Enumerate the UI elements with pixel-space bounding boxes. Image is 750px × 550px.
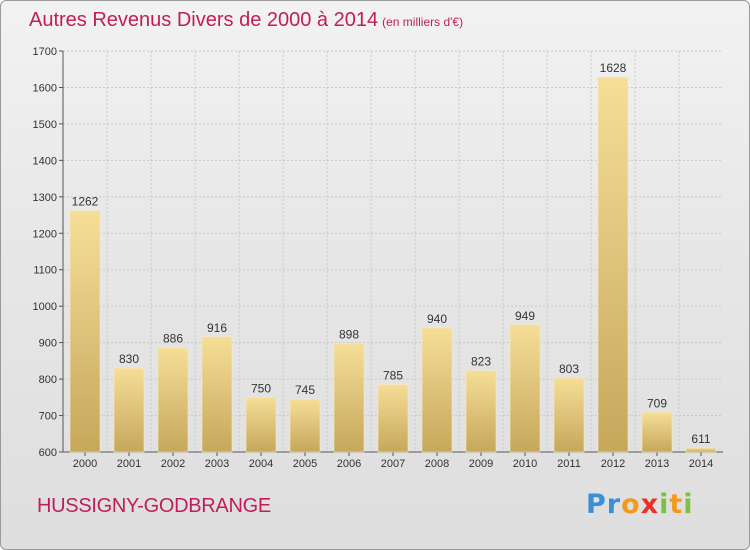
bar: [553, 377, 585, 453]
data-labels: 1262 830 886 916 750 745 898 785 940 823 949 803 162…: [72, 61, 711, 446]
x-tick-label: 2000: [73, 458, 97, 470]
bar: [201, 336, 233, 453]
data-label: 940: [427, 312, 447, 326]
y-tick-label: 1200: [33, 228, 57, 240]
logo-letter: i: [659, 489, 670, 520]
y-tick-label: 1700: [33, 46, 57, 58]
x-tick-label: 2003: [205, 458, 229, 470]
bars: [69, 76, 717, 453]
data-label: 1262: [72, 195, 99, 209]
y-tick-label: 1100: [33, 265, 57, 277]
x-tick-label: 2002: [161, 458, 185, 470]
logo-letter: o: [621, 489, 641, 520]
y-tick-label: 1600: [33, 82, 57, 94]
y-tick-label: 1300: [33, 192, 57, 204]
data-label: 823: [471, 355, 491, 369]
data-label: 709: [647, 396, 667, 410]
x-tick-label: 2011: [557, 458, 581, 470]
logo-letter: P: [586, 489, 607, 520]
y-tick-label: 900: [39, 338, 57, 350]
data-label: 949: [515, 309, 535, 323]
bar: [377, 384, 409, 453]
chart-title: Autres Revenus Divers de 2000 à 2014 (en …: [29, 9, 463, 32]
x-tick-label: 2007: [381, 458, 405, 470]
logo-letter: x: [640, 489, 660, 520]
bar: [113, 367, 145, 453]
y-tick-label: 1500: [33, 119, 57, 131]
bar: [421, 327, 453, 453]
grid-lines: [63, 50, 723, 452]
x-tick-label: 2010: [513, 458, 537, 470]
bar: [69, 210, 101, 453]
y-tick-label: 1000: [33, 301, 57, 313]
bar: [333, 343, 365, 453]
data-label: 1628: [600, 61, 627, 75]
x-tick-label: 2009: [469, 458, 493, 470]
x-tick-label: 2004: [249, 458, 273, 470]
y-tick-label: 700: [39, 411, 57, 423]
x-tick-label: 2012: [601, 458, 625, 470]
x-tick-label: 2014: [689, 458, 713, 470]
x-tick-label: 2006: [337, 458, 361, 470]
x-tick-label: 2005: [293, 458, 317, 470]
bar: [465, 370, 497, 453]
proxiti-logo: Proxiti: [586, 489, 694, 520]
x-tick-label: 2008: [425, 458, 449, 470]
data-label: 886: [163, 332, 183, 346]
logo-letter: r: [606, 489, 622, 520]
chart-subtitle: (en milliers d'€): [382, 15, 464, 29]
chart-title-main: Autres Revenus Divers de 2000 à 2014: [29, 9, 379, 31]
bar: [597, 76, 629, 453]
logo-letter: t: [669, 489, 684, 520]
data-label: 611: [691, 432, 710, 446]
data-label: 745: [295, 383, 315, 397]
y-tick-label: 800: [39, 374, 57, 386]
data-label: 803: [559, 362, 579, 376]
bar: [685, 447, 717, 453]
data-label: 830: [119, 352, 139, 366]
data-label: 785: [383, 369, 403, 383]
data-label: 898: [339, 327, 359, 341]
y-tick-label: 600: [39, 447, 57, 459]
data-label: 750: [251, 381, 271, 395]
data-label: 916: [207, 321, 227, 335]
bar: [509, 324, 541, 453]
bar: [641, 411, 673, 453]
bar: [245, 397, 277, 453]
city-name: HUSSIGNY-GODBRANGE: [37, 495, 271, 517]
y-tick-label: 1400: [33, 155, 57, 167]
logo-letter: i: [683, 489, 694, 520]
bar: [289, 398, 321, 453]
x-tick-label: 2013: [645, 458, 669, 470]
x-tick-label: 2001: [117, 458, 141, 470]
bar: [157, 347, 189, 453]
